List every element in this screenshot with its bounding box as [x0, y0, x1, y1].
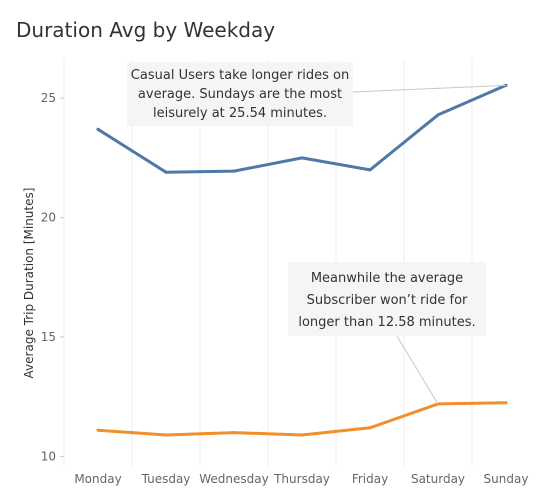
y-axis-label: Average Trip Duration [Minutes]: [22, 188, 36, 379]
data-point-casual: [232, 169, 236, 173]
y-tick-label: 10: [41, 449, 56, 463]
annotation-text: longer than 12.58 minutes.: [298, 315, 475, 330]
data-point-subscriber: [300, 433, 304, 437]
x-axis-ticks: Monday Tuesday Wednesday Thursday Friday Satu…: [74, 472, 528, 486]
x-tick-label: Monday: [74, 472, 121, 486]
data-point-subscriber: [96, 428, 100, 432]
data-point-subscriber: [504, 401, 508, 405]
data-point-casual: [164, 170, 168, 174]
y-tick-label: 15: [41, 330, 56, 344]
series-group: [96, 83, 508, 437]
x-tick-label: Tuesday: [141, 472, 191, 486]
data-point-subscriber: [164, 433, 168, 437]
data-point-casual: [436, 113, 440, 117]
x-tick-label: Wednesday: [199, 472, 268, 486]
y-axis-ticks: 10 15 20 25: [41, 91, 64, 463]
chart-title: Duration Avg by Weekday: [16, 18, 276, 42]
y-tick-label: 20: [41, 211, 56, 225]
annotation-text: Casual Users take longer rides on: [131, 68, 349, 83]
annotation-text: Subscriber won’t ride for: [307, 293, 468, 308]
x-tick-label: Thursday: [273, 472, 330, 486]
x-tick-label: Sunday: [484, 472, 529, 486]
annotation-box: [288, 262, 486, 336]
annotations: Casual Users take longer rides on average…: [127, 62, 507, 405]
x-tick-label: Saturday: [411, 472, 465, 486]
data-point-casual: [368, 168, 372, 172]
x-tick-label: Friday: [352, 472, 388, 486]
annotation-box: [127, 62, 353, 126]
data-point-casual: [300, 156, 304, 160]
annotation-leader-line: [352, 84, 507, 93]
annotation-text: Meanwhile the average: [311, 271, 463, 286]
data-point-subscriber: [232, 431, 236, 435]
annotation-text: average. Sundays are the most: [138, 87, 342, 102]
data-point-casual: [96, 127, 100, 131]
data-point-subscriber: [368, 426, 372, 430]
y-tick-label: 25: [41, 91, 56, 105]
series-line-subscriber: [96, 401, 508, 437]
annotation-text: leisurely at 25.54 minutes.: [153, 106, 327, 121]
annotation-leader-line: [396, 335, 439, 405]
